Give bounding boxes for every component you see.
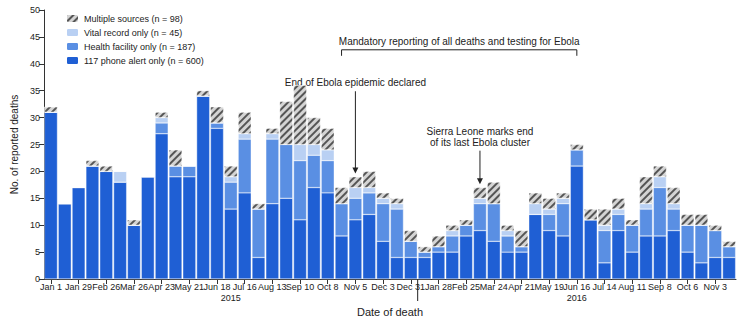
svg-text:Aug 13: Aug 13 — [258, 282, 287, 292]
svg-text:May 19: May 19 — [534, 282, 564, 292]
svg-text:20: 20 — [30, 166, 40, 176]
svg-text:2016: 2016 — [567, 293, 587, 303]
svg-text:Jul 14: Jul 14 — [593, 282, 617, 292]
svg-text:Jan 29: Jan 29 — [65, 282, 92, 292]
svg-text:117 phone alert only (n = 600): 117 phone alert only (n = 600) — [84, 56, 204, 66]
svg-text:10: 10 — [30, 220, 40, 230]
svg-text:2015: 2015 — [221, 293, 241, 303]
svg-text:0: 0 — [35, 274, 40, 284]
svg-text:Jun 16: Jun 16 — [563, 282, 590, 292]
svg-text:Sierra Leone marks end: Sierra Leone marks end — [427, 126, 534, 137]
svg-text:Jan 28: Jan 28 — [425, 282, 452, 292]
svg-text:35: 35 — [30, 86, 40, 96]
svg-text:Sep 8: Sep 8 — [648, 282, 672, 292]
svg-text:50: 50 — [30, 5, 40, 15]
svg-text:Dec 31: Dec 31 — [396, 282, 425, 292]
svg-text:40: 40 — [30, 59, 40, 69]
svg-text:Aug 11: Aug 11 — [618, 282, 646, 292]
svg-text:5: 5 — [35, 247, 40, 257]
svg-text:45: 45 — [30, 32, 40, 42]
svg-text:Jul 16: Jul 16 — [233, 282, 257, 292]
svg-text:Feb 25: Feb 25 — [452, 282, 480, 292]
svg-text:Nov 3: Nov 3 — [703, 282, 727, 292]
svg-text:Nov 5: Nov 5 — [344, 282, 368, 292]
svg-text:30: 30 — [30, 113, 40, 123]
svg-text:Vital record only (n = 45): Vital record only (n = 45) — [84, 28, 182, 38]
svg-text:Feb 26: Feb 26 — [92, 282, 120, 292]
svg-text:Oct 6: Oct 6 — [677, 282, 699, 292]
svg-text:Jan 1: Jan 1 — [40, 282, 62, 292]
svg-text:15: 15 — [30, 193, 40, 203]
svg-text:Oct 8: Oct 8 — [317, 282, 339, 292]
svg-text:No. of reported deaths: No. of reported deaths — [9, 95, 20, 195]
svg-text:Apr 23: Apr 23 — [148, 282, 175, 292]
svg-text:Mandatory reporting of all dea: Mandatory reporting of all deaths and te… — [339, 36, 580, 47]
svg-text:Health facility only (n = 187): Health facility only (n = 187) — [84, 42, 195, 52]
svg-text:of its last Ebola cluster: of its last Ebola cluster — [430, 137, 531, 148]
svg-text:Apr 21: Apr 21 — [508, 282, 535, 292]
svg-text:Multiple sources (n = 98): Multiple sources (n = 98) — [84, 14, 183, 24]
svg-text:Date of death: Date of death — [357, 306, 423, 318]
svg-text:May 21: May 21 — [175, 282, 205, 292]
svg-text:25: 25 — [30, 140, 40, 150]
svg-text:Jun 18: Jun 18 — [203, 282, 230, 292]
svg-text:Mar 24: Mar 24 — [480, 282, 508, 292]
svg-text:End of Ebola epidemic declared: End of Ebola epidemic declared — [284, 77, 426, 89]
svg-text:Mar 26: Mar 26 — [120, 282, 148, 292]
svg-text:Dec 3: Dec 3 — [371, 282, 395, 292]
svg-text:Sep 10: Sep 10 — [286, 282, 315, 292]
